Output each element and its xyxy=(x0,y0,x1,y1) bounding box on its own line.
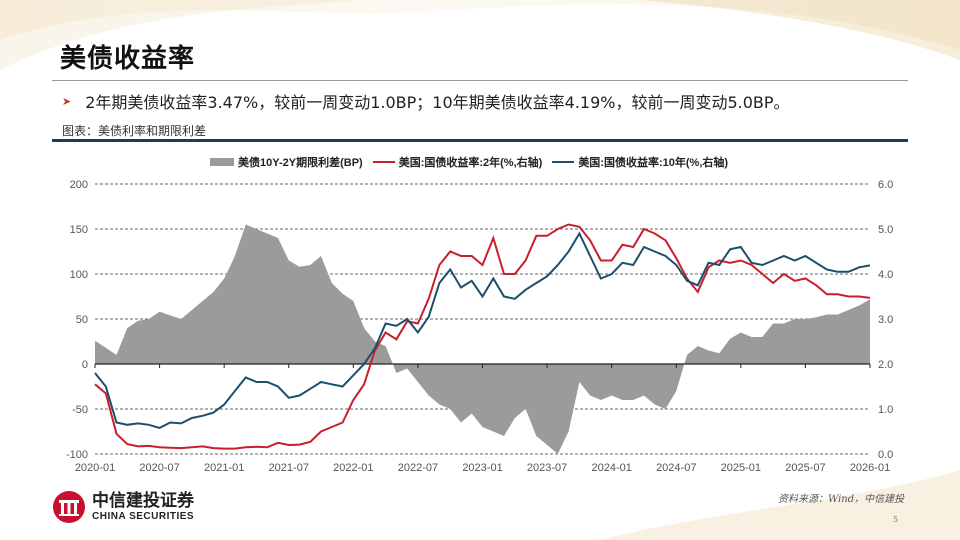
svg-text:2020-07: 2020-07 xyxy=(139,462,179,474)
svg-text:2020-01: 2020-01 xyxy=(75,462,115,474)
svg-text:0.0: 0.0 xyxy=(878,449,893,461)
svg-text:2023-01: 2023-01 xyxy=(462,462,502,474)
svg-text:2025-01: 2025-01 xyxy=(721,462,761,474)
svg-text:6.0: 6.0 xyxy=(878,179,893,191)
summary-text: 2年期美债收益率3.47%，较前一周变动1.0BP；10年期美债收益率4.19%… xyxy=(85,93,790,112)
svg-text:-100: -100 xyxy=(66,449,88,461)
page-number: 5 xyxy=(893,515,899,524)
svg-text:4.0: 4.0 xyxy=(878,269,893,281)
bullet-arrow-icon: ➤ xyxy=(62,94,72,108)
legend-label: 美国:国债收益率:2年(%,右轴) xyxy=(398,157,543,169)
legend-swatch-line xyxy=(372,161,395,163)
svg-text:2025-07: 2025-07 xyxy=(785,462,825,474)
x-axis-ticks xyxy=(94,364,871,368)
legend-item-10y: 美国:国债收益率:10年(%,右轴) xyxy=(552,154,728,170)
data-source: 资料来源：Wind，中信建投 xyxy=(778,494,905,505)
svg-text:2024-07: 2024-07 xyxy=(656,462,696,474)
svg-text:200: 200 xyxy=(70,179,88,191)
10y-yield-line xyxy=(94,231,871,429)
svg-text:3.0: 3.0 xyxy=(878,314,893,326)
svg-text:2021-07: 2021-07 xyxy=(269,462,309,474)
legend-label: 美国:国债收益率:10年(%,右轴) xyxy=(578,157,729,169)
citic-logo-icon xyxy=(53,491,85,523)
svg-text:-50: -50 xyxy=(72,404,88,416)
title-divider xyxy=(52,80,908,81)
svg-text:2021-01: 2021-01 xyxy=(204,462,244,474)
legend-label: 美债10Y-2Y期限利差(BP) xyxy=(238,157,363,169)
figure-caption: 图表：美债利率和期限利差 xyxy=(62,124,207,138)
svg-text:2023-07: 2023-07 xyxy=(527,462,567,474)
svg-text:2026-01: 2026-01 xyxy=(850,462,890,474)
svg-text:2022-01: 2022-01 xyxy=(333,462,373,474)
logo-text-en: CHINA SECURITIES xyxy=(92,510,195,522)
svg-text:2.0: 2.0 xyxy=(878,359,893,371)
legend-item-2y: 美国:国债收益率:2年(%,右轴) xyxy=(372,154,543,170)
logo-text-cn: 中信建投证券 xyxy=(92,491,194,512)
legend-swatch-area xyxy=(210,158,234,166)
legend-swatch-line xyxy=(552,161,575,163)
x-axis-labels: 2020-01 2020-07 2021-01 2021-07 2022-01 2022-… xyxy=(75,462,890,474)
svg-text:1.0: 1.0 xyxy=(878,404,893,416)
2y-yield-line xyxy=(94,223,871,450)
svg-text:150: 150 xyxy=(70,224,88,236)
spread-area-series xyxy=(95,224,870,454)
figure-divider xyxy=(52,139,908,142)
svg-text:50: 50 xyxy=(76,314,88,326)
chart-legend: 美债10Y-2Y期限利差(BP) 美国:国债收益率:2年(%,右轴) 美国:国债… xyxy=(210,154,732,170)
svg-text:2022-07: 2022-07 xyxy=(398,462,438,474)
svg-text:100: 100 xyxy=(70,269,88,281)
company-logo: 中信建投证券 CHINA SECURITIES xyxy=(52,490,194,524)
summary-bullet: ➤ 2年期美债收益率3.47%，较前一周变动1.0BP；10年期美债收益率4.1… xyxy=(62,89,790,113)
y-axis-labels: 200 6.0 150 5.0 100 4.0 50 3.0 0 2.0 -50 1.0 -100 0.0 xyxy=(66,179,893,461)
legend-item-spread: 美债10Y-2Y期限利差(BP) xyxy=(210,154,363,170)
page-title: 美债收益率 xyxy=(60,44,196,74)
svg-text:2024-01: 2024-01 xyxy=(591,462,631,474)
svg-text:5.0: 5.0 xyxy=(878,224,893,236)
svg-text:0: 0 xyxy=(82,359,88,371)
